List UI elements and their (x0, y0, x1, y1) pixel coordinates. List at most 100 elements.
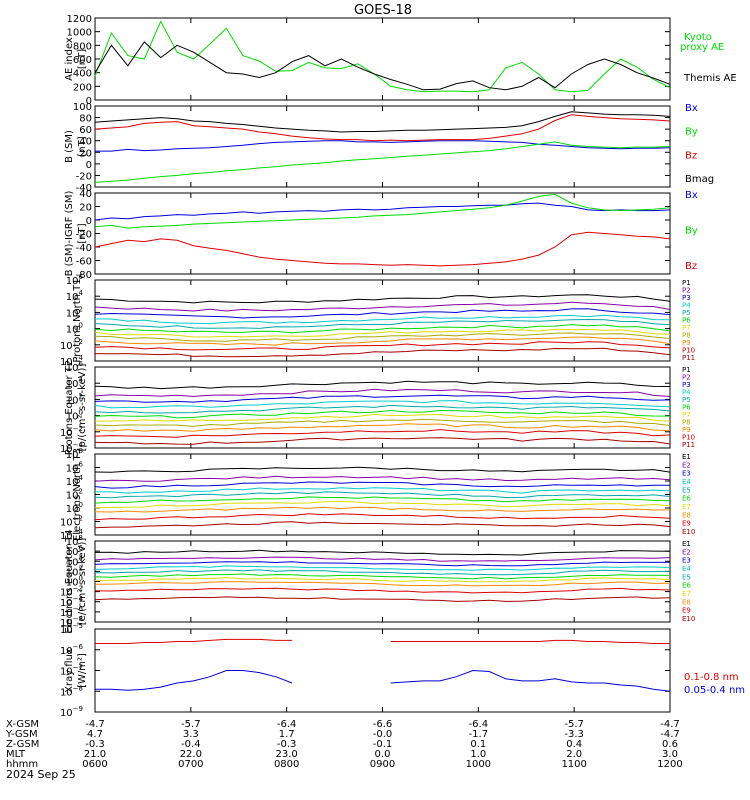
legend-e1: E1 (682, 540, 691, 548)
ephemeris-value: -5.7 (564, 719, 584, 730)
series-line-p6 (94, 324, 671, 334)
series-line-p5 (94, 404, 671, 414)
legend-p1: P1 (682, 279, 691, 287)
series-line-p8 (94, 332, 671, 342)
series-line-e7 (94, 577, 671, 583)
series-line-e4 (95, 487, 671, 494)
y-tick-label: 400 (73, 69, 92, 80)
panel-frame (94, 192, 671, 275)
series-line-by (94, 141, 671, 183)
legend-e6: E6 (682, 582, 691, 590)
series-line-e10 (94, 521, 671, 529)
legend-bmag: Bmag (685, 174, 714, 185)
ephemeris-value: 3.3 (183, 729, 199, 740)
y-tick-label: -40 (76, 243, 92, 254)
ephemeris-value: -4.7 (85, 719, 105, 730)
series-line-p4 (94, 400, 671, 409)
y-axis-label: Xray flux (64, 648, 75, 693)
legend-themis-ae: Themis AE (683, 73, 737, 84)
legend-p3: P3 (682, 294, 691, 302)
series-line-e5 (94, 491, 671, 499)
y-tick-label: 800 (73, 41, 92, 52)
ephemeris-value: 0.4 (566, 739, 582, 750)
y-tick-label: 100 (73, 102, 92, 113)
legend-e9: E9 (682, 520, 691, 528)
legend-p10: P10 (682, 347, 695, 355)
ephemeris-label-x-gsm: X-GSM (6, 719, 39, 730)
legend-e8: E8 (682, 511, 691, 519)
ephemeris-value: 0600 (82, 759, 107, 770)
series-line-p9 (94, 336, 671, 346)
legend-p1: P1 (682, 366, 691, 374)
ephemeris-label-hhmm: hhmm (6, 759, 38, 770)
y-axis-label: AE index (64, 37, 75, 81)
y-axis-label: Electrons North T3 (72, 448, 83, 541)
ephemeris-value: -6.4 (277, 719, 297, 730)
legend-p11: P11 (682, 441, 695, 449)
ephemeris-value: -1.7 (469, 729, 489, 740)
series-line-p7 (94, 413, 671, 422)
y-axis-label: B (SM) (64, 130, 75, 163)
series-line-bx (95, 140, 671, 152)
y-tick-label: 10−5 (60, 622, 83, 636)
y-axis-unit: [W/m²] (77, 653, 88, 688)
legend-kyoto: Kyoto (684, 32, 712, 43)
y-axis-unit: [nT] (77, 223, 88, 243)
legend-p2: P2 (682, 287, 691, 295)
chart-title: GOES-18 (354, 3, 412, 18)
series-line-e2 (94, 556, 671, 562)
legend-xray-long: 0.1-0.8 nm (684, 672, 739, 683)
series-line-p1 (94, 380, 671, 390)
ephemeris-value: -0.3 (85, 739, 105, 750)
legend-by: By (685, 127, 698, 138)
series-line-e8 (94, 506, 671, 513)
y-axis-unit: [nT] (77, 49, 88, 69)
ephemeris-label-y-gsm: Y-GSM (5, 729, 38, 740)
panel-frame (94, 17, 671, 101)
legend-e4: E4 (682, 565, 691, 573)
legend-p4: P4 (682, 389, 691, 397)
ephemeris-value: -3.3 (564, 729, 584, 740)
ephemeris-value: 22.0 (180, 749, 202, 760)
ephemeris-value: 1100 (561, 759, 586, 770)
ephemeris-value: 0700 (178, 759, 203, 770)
y-tick-label: 0 (86, 160, 92, 171)
ephemeris-label-z-gsm: Z-GSM (6, 739, 39, 750)
legend-p8: P8 (682, 419, 691, 427)
ephemeris-value: 23.0 (276, 749, 298, 760)
ephemeris-value: 0.6 (662, 739, 678, 750)
ephemeris-value: -6.6 (373, 719, 393, 730)
legend-e7: E7 (682, 503, 691, 511)
series-line-e10 (94, 596, 671, 602)
ephemeris-value: 1200 (657, 759, 682, 770)
legend-bz: Bz (685, 261, 697, 272)
series-line-p1 (94, 294, 671, 304)
ephemeris-value: -4.7 (660, 729, 680, 740)
series-line-p10 (94, 429, 671, 438)
legend-p5: P5 (682, 396, 691, 404)
legend-p9: P9 (682, 339, 691, 347)
legend-p7: P7 (682, 324, 691, 332)
series-line-e7 (94, 500, 671, 509)
legend-bx: Bx (685, 103, 698, 114)
ephemeris-value: 0900 (370, 759, 395, 770)
series-line-p10 (94, 341, 671, 351)
legend-e1: E1 (682, 453, 691, 461)
legend-bx: Bx (685, 190, 698, 201)
series-line-bz (94, 231, 671, 267)
legend-p7: P7 (682, 411, 691, 419)
legend-p4: P4 (682, 302, 691, 310)
y-tick-label: 40 (79, 137, 92, 148)
legend-e10: E10 (682, 528, 695, 536)
ephemeris-value: -6.4 (469, 719, 489, 730)
ephemeris-value: 0.1 (470, 739, 486, 750)
series-line-p4 (94, 314, 671, 325)
panel-frame (94, 540, 671, 623)
date-label: 2024 Sep 25 (6, 768, 76, 781)
series-line-e6 (94, 496, 671, 504)
series-line-e4 (94, 565, 671, 571)
y-axis-unit: [p/(cm²-s-sr-keV)] (77, 364, 88, 452)
y-tick-label: -20 (76, 171, 92, 182)
y-tick-label: 20 (79, 148, 92, 159)
series-line-p9 (94, 423, 671, 432)
